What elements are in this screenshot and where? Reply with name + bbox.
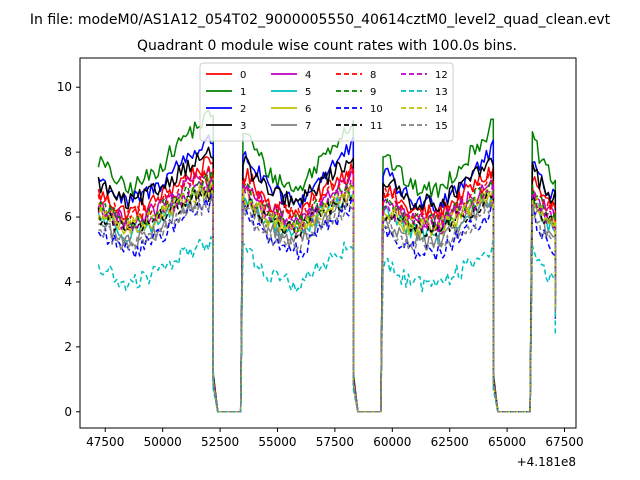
y-tick-label: 0 bbox=[64, 405, 72, 419]
legend-label-3: 3 bbox=[240, 121, 246, 132]
figure-suptitle: In file: modeM0/AS1A12_054T02_9000005550… bbox=[30, 12, 611, 28]
legend-label-10: 10 bbox=[370, 104, 383, 115]
legend-label-14: 14 bbox=[435, 104, 448, 115]
series-line-13 bbox=[97, 236, 557, 413]
y-tick-label: 6 bbox=[64, 210, 72, 224]
x-tick-label: 67500 bbox=[545, 435, 583, 449]
x-tick-label: 55000 bbox=[258, 435, 296, 449]
x-tick-label: 52500 bbox=[201, 435, 239, 449]
series-line-1 bbox=[97, 109, 557, 413]
series-line-0 bbox=[97, 156, 557, 413]
legend-box bbox=[199, 62, 454, 142]
x-tick-label: 50000 bbox=[144, 435, 182, 449]
legend-label-6: 6 bbox=[305, 104, 311, 115]
y-tick-label: 4 bbox=[64, 275, 72, 289]
y-tick-label: 2 bbox=[64, 340, 72, 354]
x-offset-text: +4.181e8 bbox=[517, 455, 576, 469]
legend-label-2: 2 bbox=[240, 104, 246, 115]
series-line-14 bbox=[97, 184, 557, 413]
series-line-3 bbox=[97, 146, 557, 413]
series-line-8 bbox=[97, 164, 557, 413]
x-tick-label: 47500 bbox=[86, 435, 124, 449]
x-tick-label: 60000 bbox=[373, 435, 411, 449]
legend-label-1: 1 bbox=[240, 87, 246, 98]
x-tick-label: 57500 bbox=[316, 435, 354, 449]
series-line-7 bbox=[98, 184, 557, 413]
series-layer bbox=[97, 109, 557, 413]
legend-label-15: 15 bbox=[435, 121, 448, 132]
series-line-15 bbox=[98, 192, 557, 413]
y-tick-label: 10 bbox=[57, 80, 72, 94]
legend-label-7: 7 bbox=[305, 121, 311, 132]
legend-label-11: 11 bbox=[370, 121, 383, 132]
legend-label-5: 5 bbox=[305, 87, 311, 98]
chart-title: Quadrant 0 module wise count rates with … bbox=[137, 38, 517, 54]
legend-label-9: 9 bbox=[370, 87, 376, 98]
series-line-10 bbox=[97, 194, 557, 413]
legend-label-0: 0 bbox=[240, 70, 246, 81]
y-tick-label: 8 bbox=[64, 145, 72, 159]
x-tick-label: 65000 bbox=[488, 435, 526, 449]
plot-frame bbox=[79, 57, 577, 429]
legend-label-13: 13 bbox=[435, 87, 448, 98]
axes-layer: 47500 50000 52500 55000 57500 60000 62500 65000… bbox=[57, 80, 584, 449]
legend-label-4: 4 bbox=[305, 70, 311, 81]
legend-label-8: 8 bbox=[370, 70, 376, 81]
legend-label-12: 12 bbox=[435, 70, 448, 81]
x-tick-label: 62500 bbox=[431, 435, 469, 449]
